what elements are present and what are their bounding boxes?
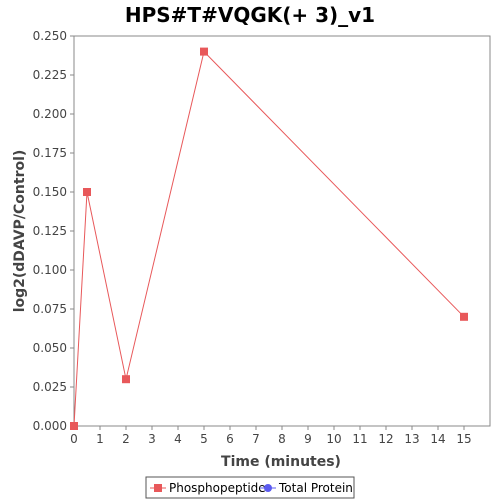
x-tick-label: 10 xyxy=(326,432,341,446)
x-tick-label: 7 xyxy=(252,432,260,446)
x-tick-label: 13 xyxy=(404,432,419,446)
x-tick-label: 8 xyxy=(278,432,286,446)
chart-title: HPS#T#VQGK(+ 3)_v1 xyxy=(125,3,375,27)
y-tick-label: 0.125 xyxy=(33,224,67,238)
x-tick-label: 1 xyxy=(96,432,104,446)
y-tick-label: 0.000 xyxy=(33,419,67,433)
x-tick-label: 0 xyxy=(70,432,78,446)
legend-marker-total-protein xyxy=(264,484,272,492)
x-tick-label: 5 xyxy=(200,432,208,446)
legend-label-total-protein: Total Protein xyxy=(278,481,353,495)
y-tick-label: 0.075 xyxy=(33,302,67,316)
x-tick-label: 11 xyxy=(352,432,367,446)
y-tick-label: 0.100 xyxy=(33,263,67,277)
legend-box xyxy=(145,476,355,499)
x-axis: 0 1 2 3 4 5 6 7 8 9 10 11 12 13 14 15 xyxy=(70,426,472,446)
legend-marker-phosphopeptide xyxy=(154,484,162,492)
y-tick-label: 0.025 xyxy=(33,380,67,394)
x-tick-label: 12 xyxy=(378,432,393,446)
plot-area xyxy=(73,35,491,427)
x-tick-label: 15 xyxy=(456,432,471,446)
x-tick-label: 2 xyxy=(122,432,130,446)
data-point xyxy=(460,312,468,321)
legend-items: Phosphopeptide Total Protein xyxy=(150,481,353,495)
x-tick-label: 4 xyxy=(174,432,182,446)
x-tick-label: 9 xyxy=(304,432,312,446)
x-tick-label: 6 xyxy=(226,432,234,446)
y-tick-label: 0.200 xyxy=(33,107,67,121)
y-tick-label: 0.050 xyxy=(33,341,67,355)
legend-label-phosphopeptide: Phosphopeptide xyxy=(169,481,266,495)
y-axis: 0.000 0.025 0.050 0.075 0.100 0.125 0.150 0.175… xyxy=(33,29,74,433)
y-tick-label: 0.150 xyxy=(33,185,67,199)
data-point xyxy=(70,422,78,430)
x-tick-label: 3 xyxy=(148,432,156,446)
data-point xyxy=(122,375,130,384)
data-point xyxy=(200,47,208,56)
legend: Phosphopeptide Total Protein xyxy=(145,476,355,499)
y-tick-label: 0.250 xyxy=(33,29,67,43)
data-point xyxy=(83,188,91,196)
y-tick-label: 0.175 xyxy=(33,146,67,160)
y-tick-label: 0.225 xyxy=(33,68,67,82)
x-tick-label: 14 xyxy=(430,432,445,446)
series-layer xyxy=(70,47,468,430)
y-axis-label: log2(dDAVP/Control) xyxy=(12,150,28,313)
x-axis-label: Time (minutes) xyxy=(221,454,341,470)
